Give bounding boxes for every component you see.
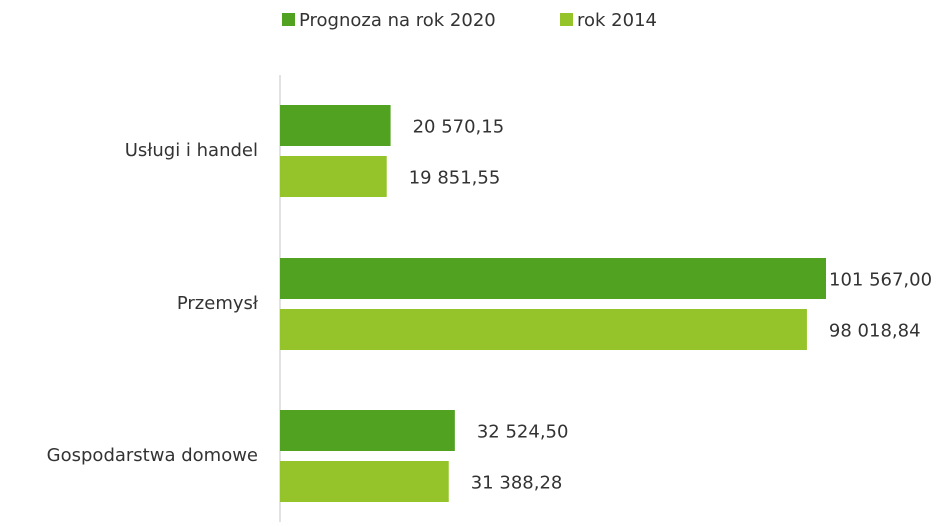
bar	[280, 258, 826, 299]
data-label: 31 388,28	[471, 473, 563, 494]
legend-swatch	[560, 13, 573, 26]
legend-swatch	[282, 13, 295, 26]
data-label: 32 524,50	[477, 422, 569, 443]
bar	[280, 461, 449, 502]
y-tick-label: Przemysł	[177, 293, 259, 314]
y-tick-label: Usługi i handel	[125, 140, 258, 161]
bar	[280, 156, 387, 197]
bar	[280, 309, 807, 350]
data-label: 101 567,00	[829, 270, 932, 291]
bar	[280, 410, 455, 451]
legend-label: rok 2014	[577, 10, 657, 31]
data-label: 98 018,84	[829, 321, 921, 342]
bar	[280, 105, 391, 146]
y-tick-label: Gospodarstwa domowe	[47, 445, 258, 466]
legend-label: Prognoza na rok 2020	[299, 10, 496, 31]
data-label: 19 851,55	[409, 168, 501, 189]
data-label: 20 570,15	[413, 117, 505, 138]
